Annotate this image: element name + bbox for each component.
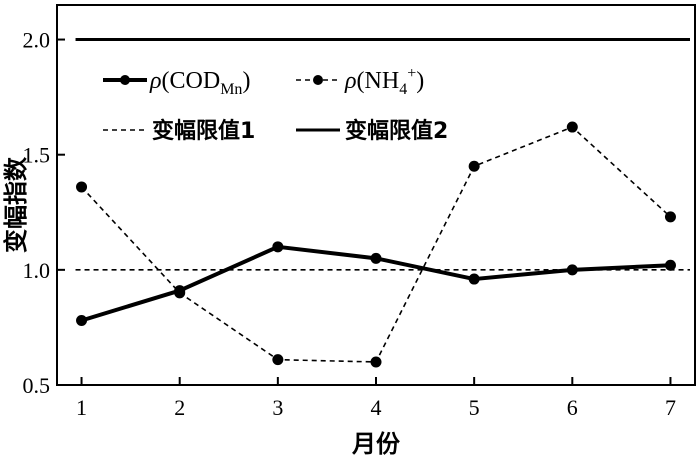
y-tick-label: 2.0 xyxy=(23,28,51,53)
series-1-point-6 xyxy=(566,264,578,276)
legend-sub-nh4: 4 xyxy=(399,81,407,98)
series-2-point-3 xyxy=(272,354,284,366)
axes-ticks: 1 2 3 4 5 6 7 0.5 1.0 1.5 2.0 xyxy=(23,28,676,420)
x-tick-label: 3 xyxy=(272,395,283,420)
y-axis-title: 变幅指数 xyxy=(2,156,30,253)
series-1-point-7 xyxy=(664,259,676,271)
series-2-point-6 xyxy=(566,121,578,133)
legend-marker-cod xyxy=(120,75,130,85)
series-1-point-1 xyxy=(76,315,88,327)
legend-rho-cod: ρ xyxy=(149,68,162,94)
x-tick-label: 1 xyxy=(76,395,87,420)
series-2-point-4 xyxy=(370,356,382,368)
x-tick-label: 2 xyxy=(174,395,185,420)
x-axis-title: 月份 xyxy=(351,430,401,458)
y-tick-label: 1.0 xyxy=(23,258,51,283)
series-2-point-1 xyxy=(76,181,88,193)
series-2-point-7 xyxy=(664,211,676,223)
series-2-point-5 xyxy=(468,160,480,172)
legend-close-cod: ) xyxy=(242,68,250,94)
y-tick-label: 1.5 xyxy=(23,143,51,168)
x-tick-label: 4 xyxy=(371,395,382,420)
legend-label-nh4: ρ(NH4+) xyxy=(344,65,424,98)
legend-label-limit-1: 变幅限值1 xyxy=(152,118,255,144)
x-tick-label: 7 xyxy=(665,395,676,420)
legend-open-nh4: (NH xyxy=(357,68,400,94)
x-tick-label: 6 xyxy=(567,395,578,420)
legend-rho-nh4: ρ xyxy=(344,68,357,94)
series-1-point-3 xyxy=(272,241,284,253)
legend-label-cod: ρ(CODMn) xyxy=(149,68,250,98)
series-2-point-2 xyxy=(174,287,186,299)
legend-marker-nh4 xyxy=(313,75,323,85)
legend-sub-cod: Mn xyxy=(220,81,242,98)
legend-close-nh4: ) xyxy=(416,68,424,94)
legend-sup-nh4: + xyxy=(407,65,416,82)
series-line-2 xyxy=(80,126,672,363)
series-1-point-5 xyxy=(468,273,480,285)
plot-area xyxy=(75,38,690,368)
y-tick-label: 0.5 xyxy=(23,373,51,398)
legend-open-cod: (COD xyxy=(162,68,221,94)
x-tick-label: 5 xyxy=(469,395,480,420)
plot-frame xyxy=(56,4,696,386)
legend-label-limit-2: 变幅限值2 xyxy=(345,118,448,144)
legend: ρ(CODMn) ρ(NH4+) 变幅限值1 变幅限值2 xyxy=(103,65,448,144)
series-1-point-4 xyxy=(370,252,382,264)
